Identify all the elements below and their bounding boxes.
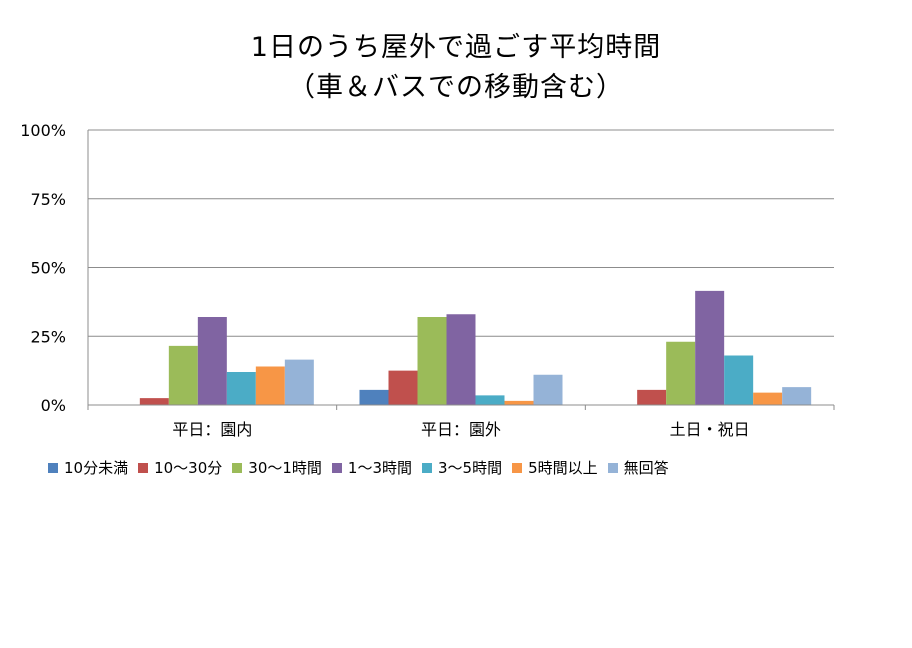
legend-item: 30〜1時間 [232,458,322,478]
y-tick-label: 75% [30,190,66,209]
bar [753,392,783,405]
legend: 10分未満 10〜30分 30〜1時間 1〜3時間 3〜5時間 5時間以上 無回答 [48,454,868,482]
bars [139,290,812,405]
x-tick-label: 平日：園内 [172,420,252,439]
chart-title-line-1: 1日のうち屋外で過ごす平均時間 [250,32,662,63]
legend-item: 10分未満 [48,458,128,478]
bar [782,387,812,405]
x-axis-tick-labels: 平日：園内 平日：園外 土日・祝日 [172,420,749,439]
y-tick-label: 0% [41,396,66,415]
legend-label: 10分未満 [64,459,129,477]
legend-item: 10〜30分 [138,458,222,478]
legend-label: 10〜30分 [154,459,223,477]
y-tick-label: 25% [30,327,66,346]
axes [87,130,835,410]
legend-item: 無回答 [607,458,669,478]
bar [284,359,314,405]
legend-label: 30〜1時間 [248,459,322,477]
bar [724,355,754,405]
legend-swatch [48,463,58,473]
bar [417,317,447,405]
bar [226,372,256,405]
legend-swatch [232,463,243,473]
legend-item: 5時間以上 [512,458,598,478]
bar [359,389,389,405]
legend-label: 無回答 [623,459,669,477]
bar [139,398,169,405]
legend-label: 1〜3時間 [347,459,413,477]
bar [695,290,725,405]
bar [197,317,227,405]
bar [666,341,696,405]
legend-swatch [512,463,523,473]
bar [504,400,534,405]
legend-label: 5時間以上 [528,459,598,477]
legend-swatch [138,463,149,473]
y-tick-label: 100% [20,121,66,140]
bar [255,366,285,405]
bar [388,370,418,405]
bar [446,314,476,405]
legend-swatch [422,463,433,473]
bar [637,389,667,405]
bar [168,345,198,405]
x-tick-label: 平日：園外 [421,420,501,439]
bar [533,374,563,405]
y-tick-label: 50% [30,259,66,278]
legend-item: 1〜3時間 [331,458,413,478]
legend-item: 3〜5時間 [422,458,502,478]
legend-label: 3〜5時間 [438,459,503,477]
chart-title: 1日のうち屋外で過ごす平均時間 （車＆バスでの移動含む） [0,28,912,108]
x-tick-label: 土日・祝日 [670,420,750,439]
legend-swatch [607,463,618,473]
chart-title-line-2: （車＆バスでの移動含む） [288,72,624,103]
y-axis-tick-labels: 0% 25% 50% 75% 100% [20,121,66,415]
bar [475,395,505,405]
legend-swatch [331,463,342,473]
